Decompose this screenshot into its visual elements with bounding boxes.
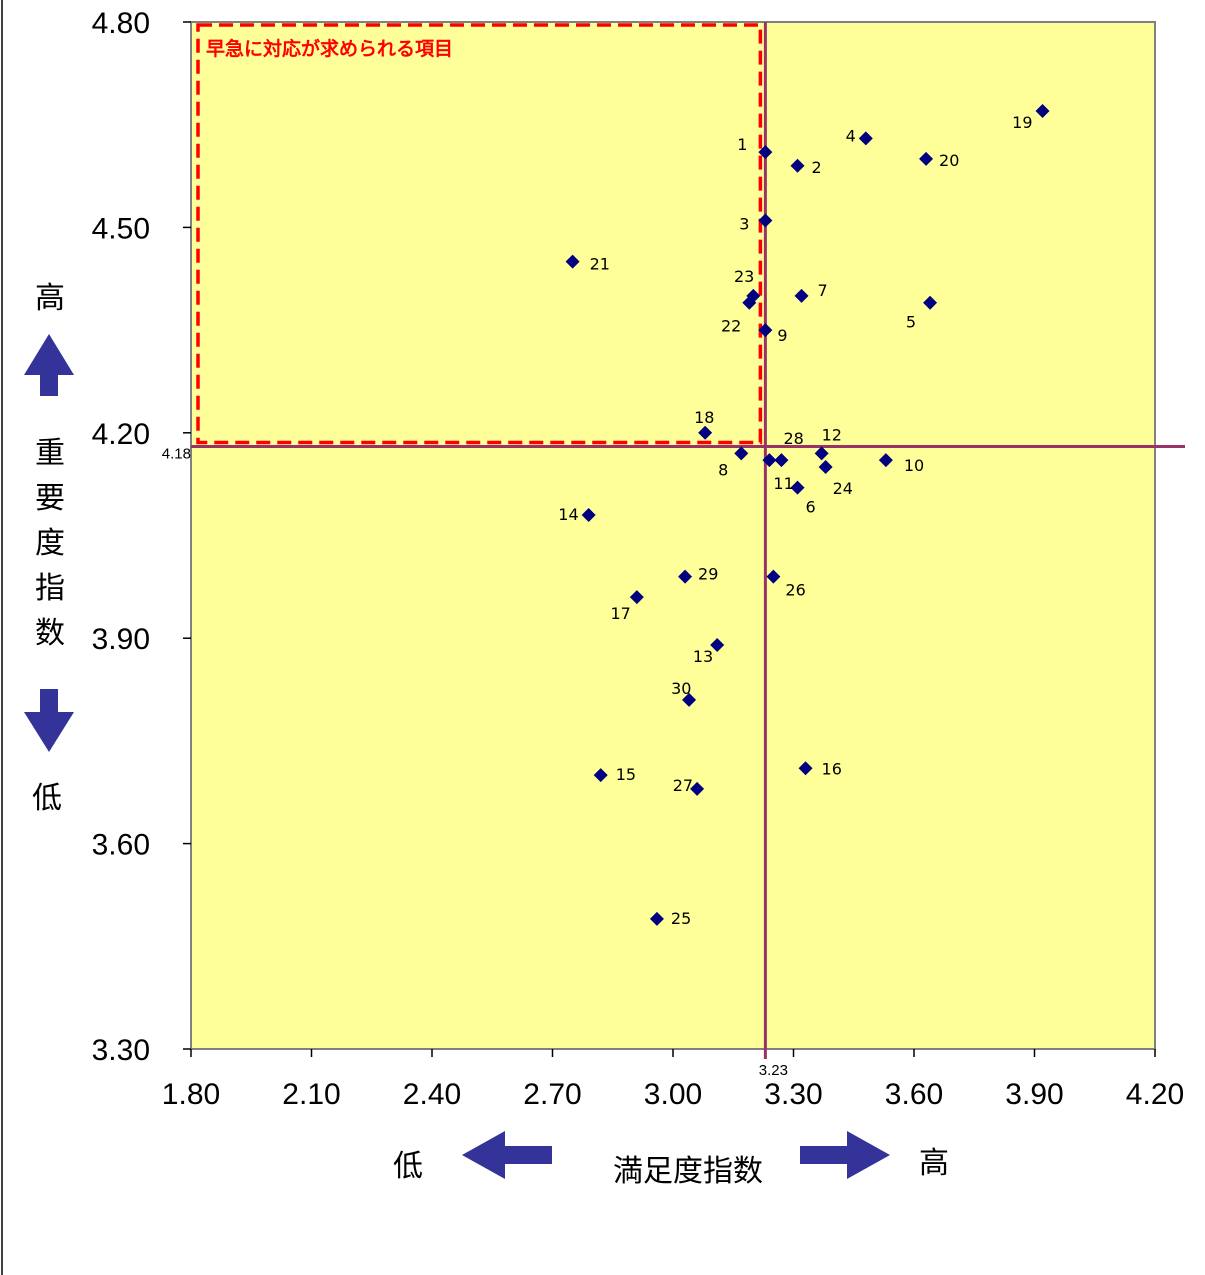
point-label-28: 28 [783,429,803,448]
point-label-7: 7 [818,281,828,300]
point-21 [565,254,580,269]
y-reference-label: 4.18 [162,445,191,462]
y-tick-label: 4.20 [92,418,150,451]
y-tick-label: 3.90 [92,623,150,656]
point-25 [649,911,664,926]
point-label-19: 19 [1012,113,1032,132]
x-reference-label: 3.23 [759,1062,788,1079]
point-26 [766,569,781,584]
x-left-arrow [462,1131,552,1179]
x-tick-label: 3.90 [1005,1078,1063,1111]
point-30 [682,692,697,707]
point-20 [919,151,934,166]
point-28 [774,453,789,468]
point-label-10: 10 [904,456,924,475]
point-label-21: 21 [590,255,610,274]
point-label-2: 2 [812,158,822,177]
x-high-label: 高 [919,1146,949,1181]
point-15 [593,768,608,783]
point-label-13: 13 [693,647,713,666]
point-label-17: 17 [610,604,630,623]
point-label-20: 20 [939,151,959,170]
point-label-14: 14 [558,505,578,524]
x-tick-label: 3.00 [644,1078,702,1111]
point-label-18: 18 [694,408,714,427]
x-tick-label: 2.70 [523,1078,581,1111]
point-label-23: 23 [734,267,754,286]
point-label-29: 29 [698,565,718,584]
point-label-5: 5 [906,313,916,332]
point-29 [678,569,693,584]
point-3 [758,213,773,228]
y-tick-label: 3.60 [92,829,150,862]
point-6 [790,480,805,495]
point-8 [734,446,749,461]
point-1 [758,145,773,160]
x-axis-title: 満足度指数 [613,1154,763,1189]
point-16 [798,761,813,776]
point-12 [814,446,829,461]
point-17 [629,590,644,605]
y-low-label: 低 [32,781,62,816]
point-7 [794,288,809,303]
x-tick-label: 3.60 [885,1078,943,1111]
point-18 [698,425,713,440]
x-tick-label: 4.20 [1126,1078,1184,1111]
x-tick-group: 1.80 2.10 2.40 2.70 3.00 3.30 3.60 3.90 4.20 [162,1049,1184,1111]
y-axis-title-char: 数 [35,616,65,651]
point-24 [818,460,833,475]
point-label-24: 24 [833,479,853,498]
point-label-12: 12 [822,425,842,444]
point-label-26: 26 [785,581,805,600]
point-label-16: 16 [822,759,842,778]
x-right-arrow [800,1131,890,1179]
y-up-arrow [24,334,74,396]
y-axis-title-char: 指 [35,571,65,606]
y-down-arrow [24,689,74,752]
highlight-box [196,23,763,445]
y-tick-group: 3.30 3.60 3.90 4.20 4.50 4.80 [92,7,191,1067]
y-tick-label: 4.50 [92,212,150,245]
highlight-label: 早急に対応が求められる項目 [206,37,453,60]
point-label-30: 30 [671,679,691,698]
y-tick-label: 3.30 [92,1034,150,1067]
point-14 [581,507,596,522]
point-label-4: 4 [846,126,856,145]
point-11 [762,453,777,468]
plot-area [190,21,1156,1050]
x-low-label: 低 [393,1149,423,1184]
point-label-22: 22 [721,317,741,336]
point-4 [858,131,873,146]
y-tick-label: 4.80 [92,7,150,40]
y-axis-title-char: 要 [35,481,65,516]
point-label-6: 6 [806,498,816,517]
point-label-8: 8 [718,460,728,479]
point-19 [1035,104,1050,119]
y-high-label: 高 [35,281,65,316]
point-label-15: 15 [616,765,636,784]
point-9 [758,323,773,338]
point-27 [690,781,705,796]
point-23 [746,288,761,303]
point-10 [878,453,893,468]
point-label-1: 1 [737,135,747,154]
point-label-25: 25 [671,909,691,928]
x-tick-label: 1.80 [162,1078,220,1111]
y-axis-title-char: 重 [35,436,65,471]
point-5 [923,295,938,310]
x-tick-label: 3.30 [764,1078,822,1111]
x-tick-label: 2.40 [403,1078,461,1111]
point-label-27: 27 [673,776,693,795]
point-label-3: 3 [739,215,749,234]
x-tick-label: 2.10 [282,1078,340,1111]
point-label-9: 9 [777,326,787,345]
point-2 [790,158,805,173]
y-axis-title: 重要度指数 [35,436,65,651]
point-label-11: 11 [773,474,793,493]
point-13 [710,638,725,653]
y-axis-title-char: 度 [35,526,65,561]
